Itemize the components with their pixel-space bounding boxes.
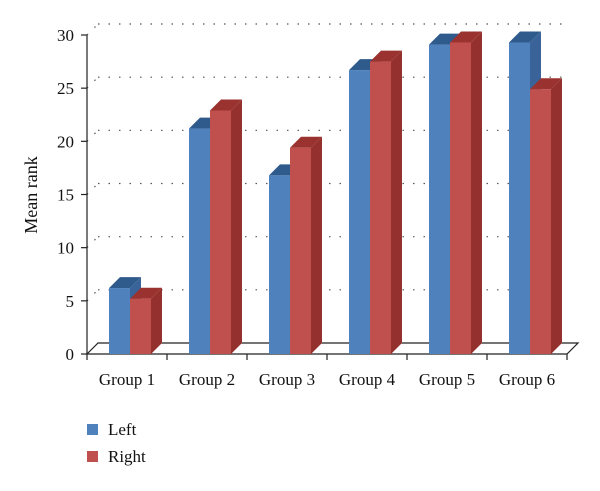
bar-side: [311, 136, 322, 354]
bar-front: [530, 89, 551, 354]
y-axis-title: Mean rank: [21, 156, 41, 233]
bar-front: [290, 147, 311, 354]
bar-front: [210, 110, 231, 354]
gridline-diagonal: [86, 129, 99, 142]
bar-side: [151, 287, 162, 354]
tick-labels: 0 5 10 15 20 25 30 Group 1 Group 2 Group 3 Group 4…: [57, 26, 555, 389]
bar-top: [429, 33, 461, 45]
x-tick-label: Group 2: [179, 370, 235, 389]
bars: [109, 31, 562, 355]
legend-label: Right: [108, 447, 146, 466]
legend-swatch: [87, 424, 98, 435]
bar-front: [429, 44, 450, 354]
x-tick-label: Group 1: [99, 370, 155, 389]
bar-front: [109, 288, 130, 354]
y-tick-label: 20: [57, 132, 74, 151]
bar-front: [370, 61, 391, 354]
legend-swatch: [87, 451, 98, 462]
x-tick-label: Group 5: [419, 370, 475, 389]
bar-front: [509, 42, 530, 355]
x-tick-label: Group 3: [259, 370, 315, 389]
y-tick-label: 15: [57, 186, 74, 205]
bar-side: [391, 50, 402, 354]
gridline-diagonal: [86, 236, 99, 249]
chart-floor: [85, 342, 580, 355]
bar: [210, 99, 242, 354]
bar: [370, 50, 402, 354]
bar: [290, 136, 322, 354]
bar-top: [210, 99, 242, 111]
y-tick-label: 25: [57, 79, 74, 98]
gridline-diagonal: [86, 76, 99, 89]
bar-side: [551, 78, 562, 354]
bar-top: [450, 31, 482, 43]
bar: [130, 287, 162, 354]
gridline-diagonal: [86, 183, 99, 195]
bar-front: [130, 298, 151, 354]
x-tick-label: Group 6: [499, 370, 555, 389]
bar-side: [231, 99, 242, 354]
gridlines: [86, 23, 567, 302]
y-tick-label: 10: [57, 239, 74, 258]
y-tick-label: 5: [66, 292, 75, 311]
bar-front: [450, 42, 471, 355]
bar-front: [349, 70, 370, 354]
bar-top: [509, 31, 541, 43]
bar: [530, 78, 562, 354]
bar-front: [269, 175, 290, 354]
bar-top: [130, 287, 162, 299]
y-tick-label: 0: [66, 345, 75, 364]
y-tick-label: 30: [57, 26, 74, 45]
legend-label: Left: [108, 420, 137, 439]
bar-top: [370, 50, 402, 62]
bar-front: [189, 128, 210, 354]
bar-top: [290, 136, 322, 148]
bar: [450, 31, 482, 355]
legend: Left Right: [87, 420, 146, 466]
bar-top: [109, 277, 141, 289]
bar-top: [530, 78, 562, 90]
x-tick-label: Group 4: [339, 370, 396, 389]
gridline-diagonal: [86, 289, 99, 302]
gridline-diagonal: [86, 23, 99, 36]
bar-side: [471, 31, 482, 355]
